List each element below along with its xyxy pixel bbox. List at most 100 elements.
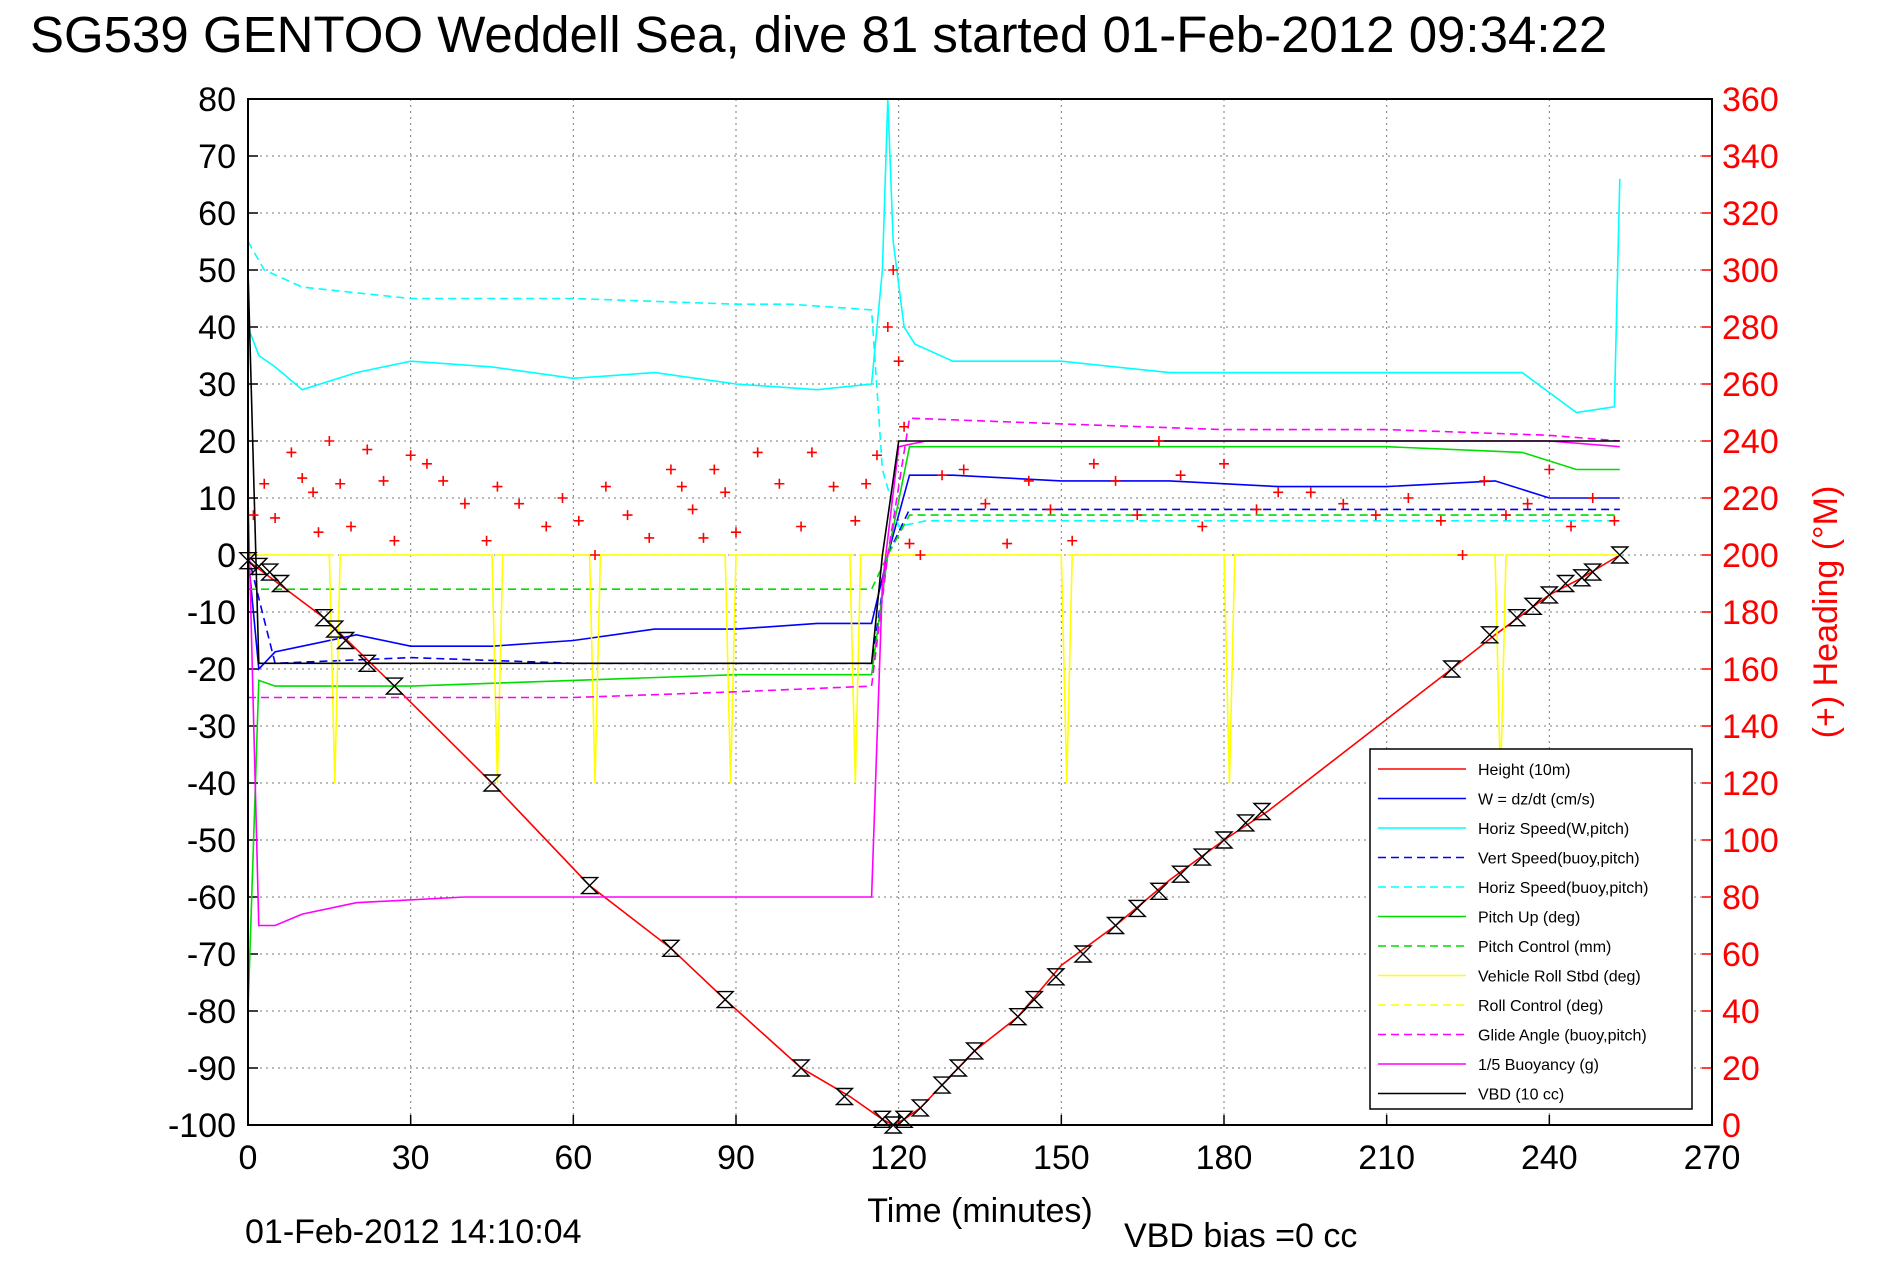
- height-marker: [1236, 814, 1256, 832]
- height-marker: [1555, 574, 1576, 593]
- heading-marker: [850, 515, 861, 526]
- heading-marker: [541, 521, 552, 532]
- heading-marker: [600, 481, 611, 492]
- heading-marker: [904, 538, 915, 549]
- heading-marker: [1370, 510, 1381, 521]
- heading-marker: [644, 532, 655, 543]
- heading-marker: [286, 447, 297, 458]
- y2-tick-label: 140: [1722, 708, 1779, 746]
- heading-marker: [709, 464, 720, 475]
- heading-marker: [665, 464, 676, 475]
- heading-marker: [1544, 464, 1555, 475]
- height-marker: [1127, 899, 1147, 918]
- height-marker: [872, 1110, 893, 1128]
- heading-marker: [1609, 515, 1620, 526]
- y-tick-label: 20: [198, 423, 236, 461]
- x-axis-label: Time (minutes): [867, 1192, 1092, 1230]
- legend-label-6: Pitch Control (mm): [1478, 939, 1611, 956]
- height-marker: [948, 1059, 969, 1077]
- chart-title: SG539 GENTOO Weddell Sea, dive 81 starte…: [30, 6, 1607, 63]
- heading-marker: [1273, 487, 1284, 498]
- heading-marker: [492, 481, 503, 492]
- height-marker: [249, 557, 269, 576]
- x-tick-label: 90: [717, 1139, 755, 1177]
- y-tick-label: -30: [187, 708, 236, 746]
- heading-marker: [1197, 521, 1208, 532]
- heading-marker: [335, 478, 346, 489]
- heading-marker: [958, 464, 969, 475]
- legend-label-2: Horiz Speed(W,pitch): [1478, 821, 1629, 838]
- y2-tick-label: 180: [1722, 594, 1779, 632]
- plot-area-border: [247, 98, 1713, 1126]
- y2-tick-label: 100: [1722, 822, 1779, 860]
- heading-marker: [1023, 475, 1034, 486]
- heading-marker: [1251, 504, 1262, 515]
- height-marker: [384, 677, 405, 695]
- heading-marker: [405, 450, 416, 461]
- heading-marker: [590, 550, 601, 560]
- y2-tick-label: 20: [1722, 1050, 1760, 1088]
- y2-tick-label: 0: [1722, 1107, 1741, 1145]
- y2-tick-label: 40: [1722, 993, 1760, 1031]
- y2-tick-label: 120: [1722, 765, 1779, 803]
- heading-marker: [1457, 550, 1468, 560]
- legend: Height (10m) W = dz/dt (cm/s) Horiz Speed(…: [1369, 748, 1693, 1110]
- y-tick-label: 40: [198, 309, 236, 347]
- heading-marker: [270, 512, 281, 523]
- legend-label-5: Pitch Up (deg): [1478, 910, 1580, 927]
- heading-marker: [676, 481, 687, 492]
- height-marker: [238, 552, 258, 570]
- heading-marker: [1435, 515, 1446, 526]
- series-line-3: [247, 508, 1620, 665]
- legend-box: [1369, 748, 1693, 1110]
- y-tick-label: 10: [198, 480, 236, 518]
- heading-marker: [421, 458, 432, 469]
- height-marker: [1252, 802, 1272, 821]
- heading-marker: [514, 498, 525, 509]
- legend-label-1: W = dz/dt (cm/s): [1478, 792, 1595, 809]
- heading-marker: [248, 510, 259, 521]
- height-marker: [661, 939, 681, 957]
- height-marker: [579, 876, 600, 895]
- height-marker: [1149, 882, 1169, 900]
- heading-marker: [871, 450, 882, 461]
- heading-marker: [1110, 475, 1121, 486]
- y-tick-label: -100: [168, 1107, 236, 1145]
- heading-marker: [573, 515, 584, 526]
- heading-marker: [796, 521, 807, 532]
- heading-marker: [752, 447, 763, 458]
- heading-marker: [389, 535, 400, 546]
- y-tick-label: -80: [187, 993, 236, 1031]
- y-tick-label: 80: [198, 81, 236, 119]
- heading-marker: [1132, 510, 1143, 521]
- heading-marker: [893, 356, 904, 367]
- heading-marker: [1219, 458, 1229, 469]
- x-tick-label: 150: [1033, 1139, 1090, 1177]
- heading-marker: [622, 510, 633, 521]
- x-tick-label: 240: [1521, 1139, 1578, 1177]
- heading-marker: [1587, 493, 1598, 503]
- x-tick-label: 270: [1684, 1139, 1741, 1177]
- height-marker: [1073, 945, 1093, 963]
- x-tick-label: 120: [870, 1139, 927, 1177]
- height-marker: [791, 1059, 811, 1077]
- x-tick-label: 60: [554, 1139, 592, 1177]
- heading-marker: [297, 473, 308, 484]
- legend-label-4: Horiz Speed(buoy,pitch): [1478, 880, 1648, 897]
- y-tick-label: 0: [217, 537, 236, 575]
- y2-tick-label: 360: [1722, 81, 1779, 119]
- y2-tick-label: 320: [1722, 195, 1779, 233]
- heading-marker: [899, 421, 910, 432]
- y-tick-labels: 80 70 60 50 40 30 20 10 0 -10 -20 -30 -40 -50 -60 -70 -8…: [168, 81, 236, 1145]
- heading-marker: [915, 550, 926, 560]
- y2-tick-label: 200: [1722, 537, 1779, 575]
- x-tick-label: 30: [392, 1139, 430, 1177]
- series-line-2: [247, 98, 1621, 414]
- height-marker: [910, 1099, 931, 1117]
- x-tick-labels: 0 30 60 90 120 150 180 210 240 270: [239, 1139, 1741, 1177]
- y2-tick-label: 260: [1722, 366, 1779, 404]
- heading-marker: [828, 481, 839, 492]
- y-tick-label: 60: [198, 195, 236, 233]
- legend-label-9: Glide Angle (buoy,pitch): [1478, 1028, 1647, 1045]
- heading-marker: [557, 493, 568, 503]
